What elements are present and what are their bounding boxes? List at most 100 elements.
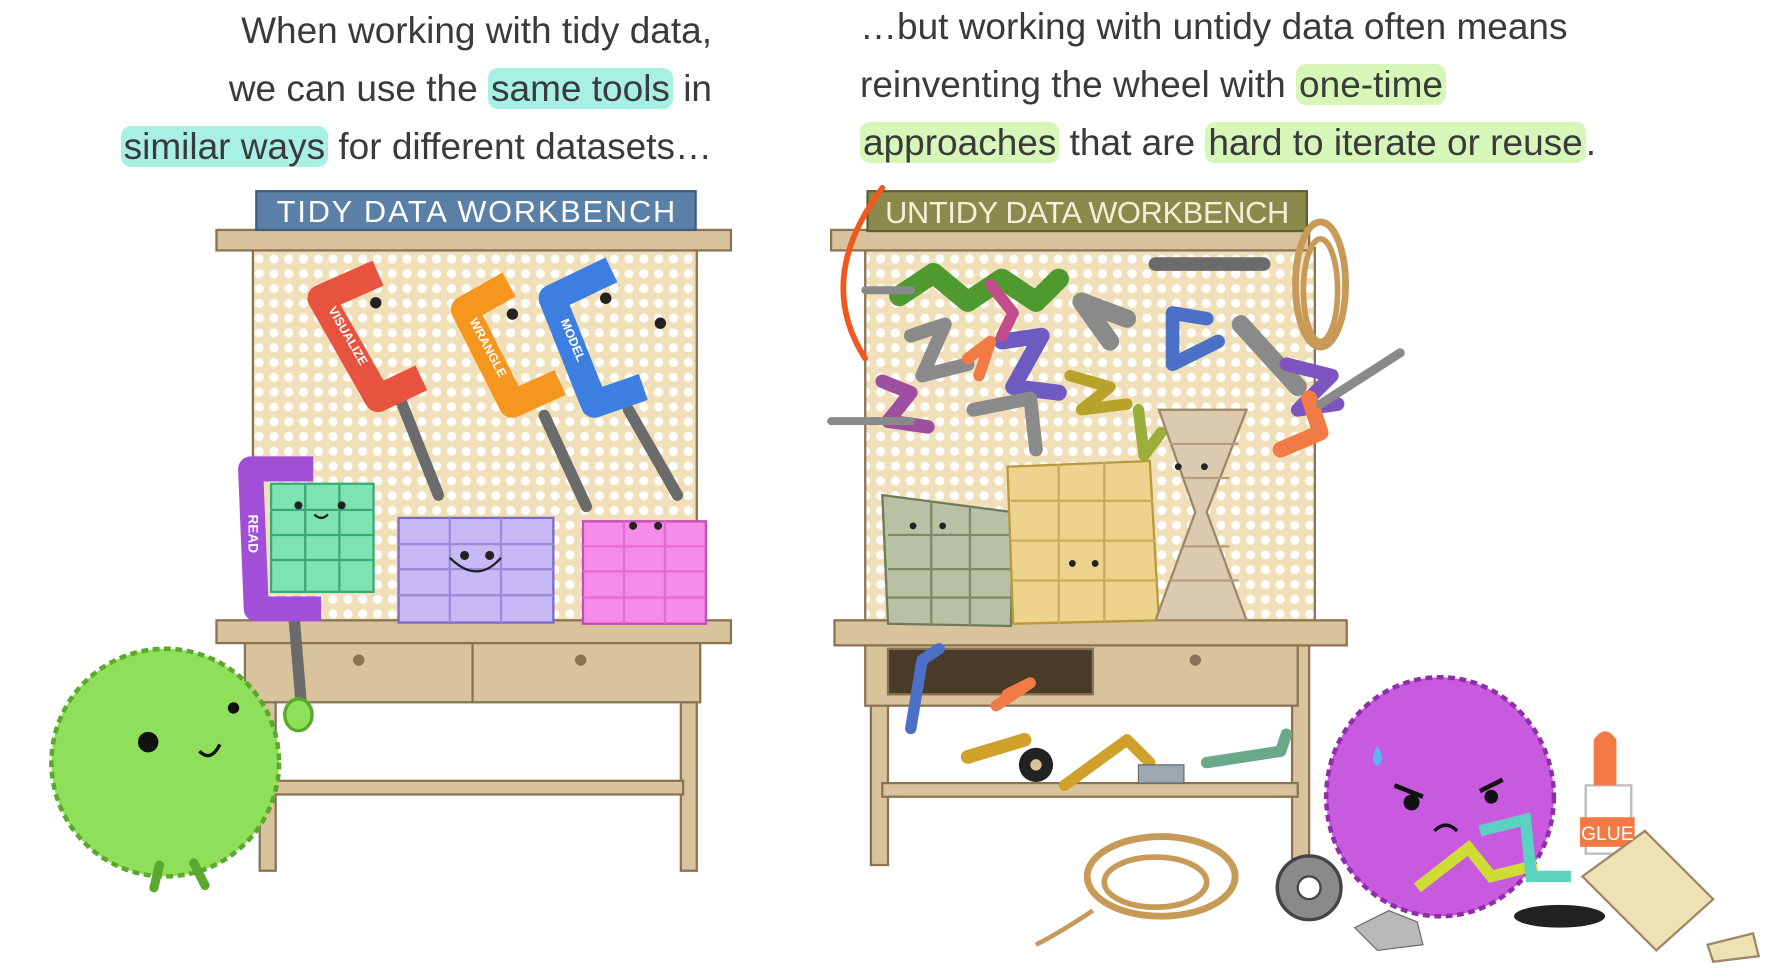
untidy-tools-part	[1064, 369, 1133, 416]
purple-monster-part	[1478, 812, 1571, 883]
untidy-tables-part	[1153, 408, 1249, 622]
caption-text: in	[672, 68, 712, 109]
tidy-clamps-part	[238, 456, 322, 622]
green-monster-part	[149, 858, 210, 893]
floor-clutter-part	[1353, 909, 1424, 952]
floor-clutter	[1018, 731, 1761, 964]
tidy-tables-part	[460, 550, 470, 560]
caption-line: approaches that are hard to iterate or r…	[860, 114, 1596, 172]
floor-clutter-part	[1083, 833, 1239, 920]
floor-clutter-part	[1580, 817, 1635, 847]
green-monster	[49, 646, 314, 893]
purple-monster-part	[1484, 789, 1499, 804]
untidy-tables-part	[1006, 459, 1161, 625]
tidy-clamps-part	[395, 394, 445, 501]
caption-text: When working with tidy data,	[241, 10, 712, 51]
tidy-tables-part	[485, 550, 495, 560]
untidy-tools	[827, 184, 1405, 792]
untidy-tools-part	[1201, 728, 1293, 769]
tidy-clamps-part	[654, 317, 667, 329]
tidy-tables-part	[582, 521, 706, 624]
tidy-tables-part	[294, 501, 303, 510]
clamp-label: READ	[245, 514, 260, 553]
tidy-bench-part	[574, 654, 587, 666]
tidy-tables-part	[269, 482, 375, 594]
caption-line: …but working with untidy data often mean…	[860, 0, 1596, 56]
untidy-tools-part	[1132, 404, 1167, 461]
tidy-clamps	[238, 257, 684, 712]
untidy-tools-part	[1165, 306, 1225, 372]
caption-text: .	[1585, 122, 1597, 163]
untidy-sign-part	[866, 190, 1308, 233]
untidy-tools-part	[984, 278, 1019, 342]
highlighted-text: similar ways	[120, 126, 329, 167]
right-caption: …but working with untidy data often mean…	[860, 0, 1596, 172]
untidy-sign	[866, 190, 1308, 233]
untidy-bench-part	[881, 781, 1299, 798]
tidy-tables-part	[398, 517, 554, 623]
untidy-tables-part	[1174, 463, 1182, 471]
floor-clutter-part	[1296, 875, 1322, 901]
green-monster-part	[283, 697, 314, 733]
untidy-tools-part	[1315, 348, 1405, 409]
purple-monster	[1323, 674, 1571, 919]
untidy-tables-part	[939, 522, 947, 530]
tidy-bench-part	[215, 228, 733, 252]
untidy-tables-part	[1170, 442, 1239, 582]
tidy-clamps-part	[622, 404, 684, 501]
untidy-tables-part	[1068, 560, 1076, 567]
green-monster-part	[198, 743, 222, 758]
tidy-bench-part	[272, 779, 685, 796]
caption-line: we can use the same tools in	[121, 60, 712, 118]
highlighted-text: same tools	[488, 68, 673, 109]
tidy-clamps-part	[307, 260, 428, 413]
untidy-tools-part	[966, 391, 1043, 457]
untidy-tools-part	[903, 317, 975, 383]
floor-clutter-part	[1514, 904, 1606, 928]
tidy-tables-part	[313, 513, 329, 520]
untidy-tools-part	[1300, 236, 1341, 345]
tidy-tables-part	[271, 483, 374, 592]
caption-text: we can use the	[228, 68, 488, 109]
highlighted-text: approaches	[860, 122, 1060, 163]
untidy-sign-label: UNTIDY DATA WORKBENCH	[885, 195, 1289, 230]
tidy-clamps-part	[288, 614, 308, 712]
tidy-clamps-part	[538, 257, 648, 418]
caption-text: for different datasets…	[328, 126, 712, 167]
untidy-tables-part	[881, 493, 1015, 628]
tidy-tables-part	[337, 501, 346, 510]
caption-text: …but working with untidy data often mean…	[860, 6, 1568, 47]
caption-line: reinventing the wheel with one-time	[860, 56, 1596, 114]
caption-line: When working with tidy data,	[121, 2, 712, 60]
purple-monster-part	[1433, 823, 1459, 833]
tidy-sign-part	[255, 190, 697, 232]
green-monster-part	[227, 702, 240, 714]
untidy-tools-part	[840, 184, 886, 362]
floor-clutter-part	[1034, 908, 1095, 947]
floor-clutter-part	[1030, 759, 1042, 771]
tidy-tables	[269, 482, 708, 625]
tidy-sign	[255, 190, 697, 232]
untidy-tools-part	[993, 327, 1067, 401]
green-monster-part	[49, 646, 282, 879]
untidy-tools-part	[1292, 218, 1349, 351]
untidy-tables	[881, 408, 1249, 628]
untidy-tools-part	[1072, 292, 1137, 351]
tidy-clamps-part	[370, 297, 382, 309]
untidy-tools-part	[1272, 390, 1329, 458]
left-caption: When working with tidy data, we can use t…	[120, 2, 712, 176]
purple-monster-part	[1372, 745, 1382, 767]
untidy-tables-part	[909, 522, 917, 530]
untidy-tools-part	[905, 643, 945, 735]
highlighted-text: hard to iterate or reuse	[1205, 122, 1586, 163]
purple-monster-part	[1393, 777, 1504, 799]
untidy-tools-part	[960, 733, 1032, 764]
tidy-sign-label: TIDY DATA WORKBENCH	[277, 194, 675, 229]
floor-clutter-part	[1580, 829, 1715, 952]
untidy-bench-part	[829, 228, 1311, 252]
untidy-tables-part	[888, 500, 1011, 627]
floor-clutter-part	[1593, 731, 1617, 786]
tidy-clamps-part	[600, 292, 612, 304]
